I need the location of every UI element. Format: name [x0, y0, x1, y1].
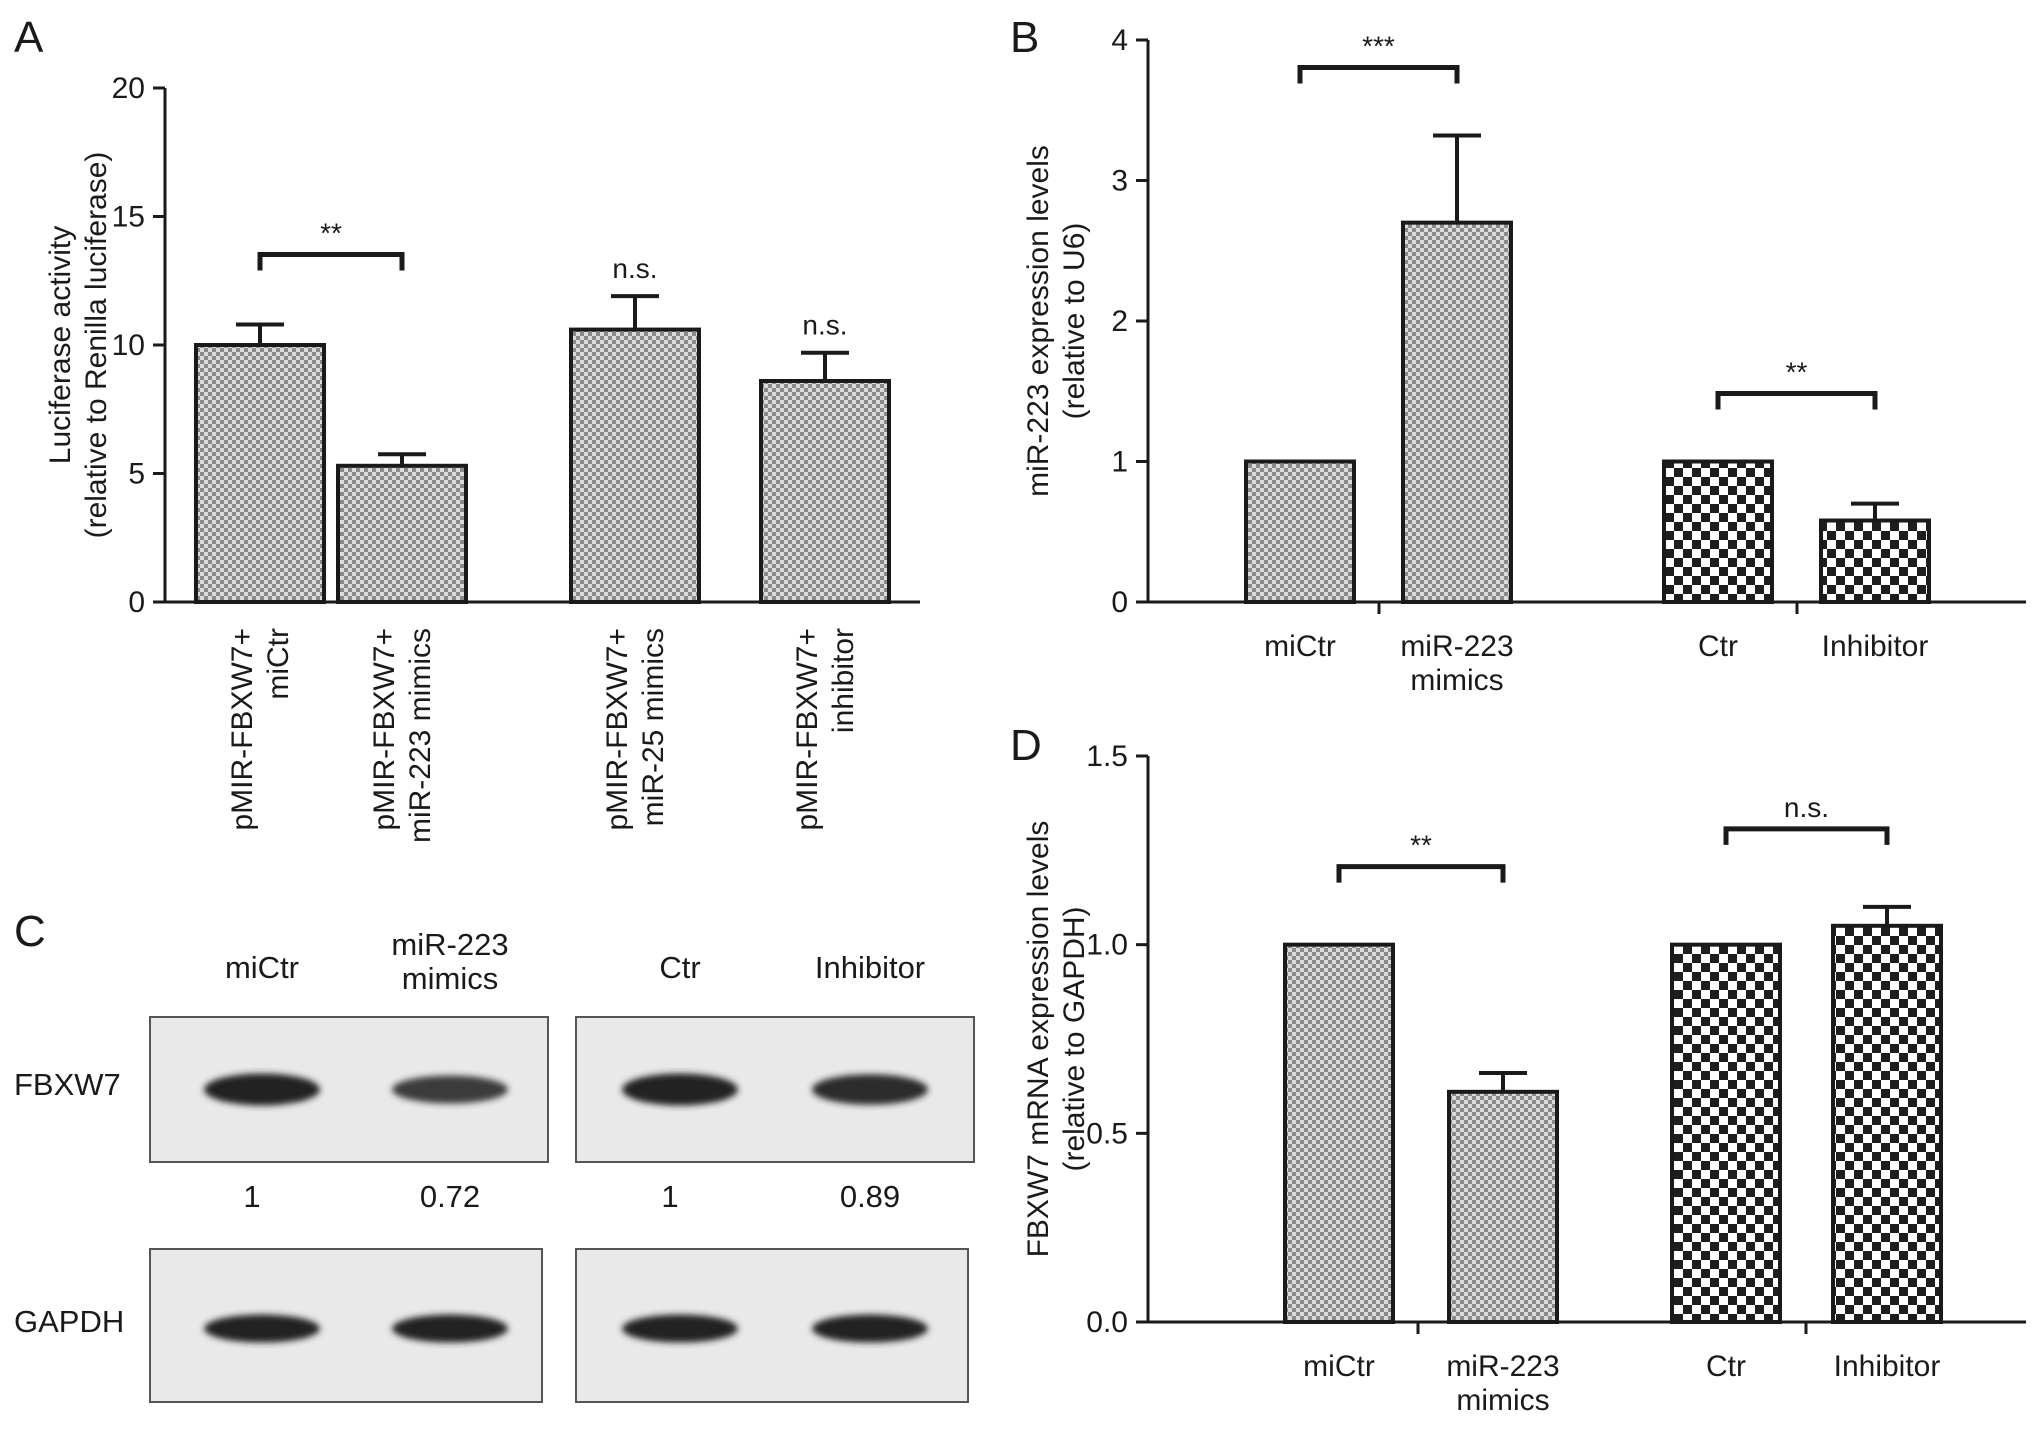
- significance-bracket: [1336, 864, 1506, 883]
- significance-bracket: [1297, 65, 1460, 84]
- blot-band-gapdh: [204, 1314, 320, 1343]
- y-tick-label: 20: [112, 72, 145, 105]
- blot-quant-value: 0.89: [840, 1179, 900, 1214]
- x-category-label: pMIR-FBXW7+ inhibitor: [791, 628, 860, 831]
- blot-quant-value: 0.72: [420, 1179, 480, 1214]
- significance-bracket: [257, 251, 405, 271]
- significance-label: ***: [1362, 31, 1395, 62]
- blot-row-label-fbxw7: FBXW7: [14, 1067, 121, 1102]
- blot-row-label-gapdh: GAPDH: [14, 1304, 124, 1339]
- panel-a-chart: 0 5 10 15 20 Luciferase activity (relative to …: [44, 72, 920, 843]
- significance-label: **: [1410, 830, 1432, 861]
- blot-lane-label: Ctr: [659, 950, 700, 985]
- y-axis-title-line: (relative to U6): [1058, 223, 1091, 420]
- y-axis-title-line: miR-223 expression levels: [1022, 145, 1055, 497]
- x-category-label-line: miR-25 mimics: [637, 628, 670, 826]
- significance-label: n.s.: [1784, 792, 1829, 823]
- y-tick-label: 0.5: [1086, 1117, 1128, 1150]
- x-category-label-line: pMIR-FBXW7+: [791, 628, 824, 831]
- blot-band-fbxw7: [204, 1073, 320, 1106]
- y-tick-label: 1.5: [1086, 740, 1128, 773]
- bar: [1819, 518, 1931, 605]
- x-category-label-line: mimics: [1456, 1384, 1549, 1417]
- x-category-label-line: Ctr: [1698, 630, 1738, 663]
- blot-lane-label: Inhibitor: [815, 950, 925, 985]
- y-tick-label: 1: [1111, 446, 1128, 479]
- bar: [1401, 220, 1513, 604]
- bar: [1670, 942, 1782, 1325]
- x-category-label-line: miR-223: [1400, 630, 1513, 663]
- x-category-label-line: mimics: [1410, 664, 1503, 697]
- x-category-label-line: miR-223: [1446, 1350, 1559, 1383]
- blot-band-fbxw7: [392, 1075, 508, 1104]
- panel-letter-a: A: [14, 13, 44, 62]
- x-category-label-line: pMIR-FBXW7+: [368, 628, 401, 831]
- bar: [336, 463, 468, 605]
- blot-lane-label: miCtr: [225, 950, 299, 985]
- x-category-label: pMIR-FBXW7+ miR-25 mimics: [601, 628, 670, 831]
- y-tick-label: 15: [112, 201, 145, 234]
- x-category-label: pMIR-FBXW7+ miCtr: [226, 628, 295, 831]
- bar: [1283, 942, 1395, 1325]
- bar: [194, 343, 326, 604]
- y-axis-title: FBXW7 mRNA expression levels (relative to…: [1022, 821, 1091, 1258]
- x-category-label-line: miCtr: [1303, 1350, 1375, 1383]
- bar: [1831, 923, 1943, 1324]
- bar: [1244, 459, 1356, 604]
- x-category-label-line: miR-223 mimics: [404, 628, 437, 843]
- x-category-label-line: miCtr: [1264, 630, 1336, 663]
- blot-quant-value: 1: [243, 1179, 260, 1214]
- panel-b-chart: 0 1 2 3 4 miR-223 expression levels (relative …: [1022, 24, 2026, 697]
- x-category-label-line: Inhibitor: [1834, 1350, 1941, 1383]
- blot-lane-label: miR-223: [391, 927, 508, 962]
- blot-band-gapdh: [622, 1314, 738, 1343]
- significance-label: **: [1786, 357, 1808, 388]
- y-tick-label: 3: [1111, 165, 1128, 198]
- bar: [1662, 459, 1774, 604]
- y-axis-title-line: FBXW7 mRNA expression levels: [1022, 821, 1055, 1258]
- y-tick-label: 10: [112, 329, 145, 362]
- significance-label: n.s.: [802, 310, 847, 341]
- blot-band-fbxw7: [812, 1074, 928, 1105]
- panel-letter-d: D: [1010, 721, 1042, 770]
- y-tick-label: 2: [1111, 305, 1128, 338]
- y-tick-label: 0.0: [1086, 1306, 1128, 1339]
- bar: [569, 327, 701, 604]
- y-axis-title-line: (relative to Renilla luciferase): [80, 152, 113, 539]
- y-axis-title-line: (relative to GAPDH): [1058, 906, 1091, 1171]
- blot-band-fbxw7: [622, 1073, 738, 1106]
- x-category-label-line: pMIR-FBXW7+: [601, 628, 634, 831]
- y-tick-label: 4: [1111, 24, 1128, 57]
- blot-band-gapdh: [392, 1314, 508, 1343]
- y-tick-label: 1.0: [1086, 929, 1128, 962]
- significance-label: n.s.: [612, 253, 657, 284]
- x-category-label: pMIR-FBXW7+ miR-223 mimics: [368, 628, 437, 843]
- x-category-label-line: inhibitor: [827, 628, 860, 733]
- y-tick-label: 5: [128, 458, 145, 491]
- x-category-label-line: miCtr: [262, 628, 295, 700]
- y-axis-title: Luciferase activity (relative to Renilla …: [44, 152, 113, 539]
- y-tick-label: 0: [1111, 586, 1128, 619]
- panel-d-chart: 0.0 0.5 1.0 1.5 FBXW7 mRNA expression levels…: [1022, 740, 2026, 1417]
- significance-bracket: [1715, 391, 1878, 410]
- y-tick-label: 0: [128, 586, 145, 619]
- significance-bracket: [1723, 826, 1890, 845]
- x-category-label-line: Ctr: [1706, 1350, 1746, 1383]
- blot-quant-value: 1: [661, 1179, 678, 1214]
- panel-letter-b: B: [1010, 13, 1039, 62]
- bar: [1447, 1089, 1559, 1324]
- panel-letter-c: C: [14, 907, 46, 956]
- y-axis-title-line: Luciferase activity: [44, 226, 77, 464]
- y-axis-title: miR-223 expression levels (relative to U6…: [1022, 145, 1091, 497]
- bar: [759, 378, 891, 605]
- blot-band-gapdh: [812, 1314, 928, 1343]
- blot-lane-label: mimics: [402, 961, 498, 996]
- x-category-label-line: Inhibitor: [1822, 630, 1929, 663]
- significance-label: **: [320, 217, 342, 248]
- x-category-label-line: pMIR-FBXW7+: [226, 628, 259, 831]
